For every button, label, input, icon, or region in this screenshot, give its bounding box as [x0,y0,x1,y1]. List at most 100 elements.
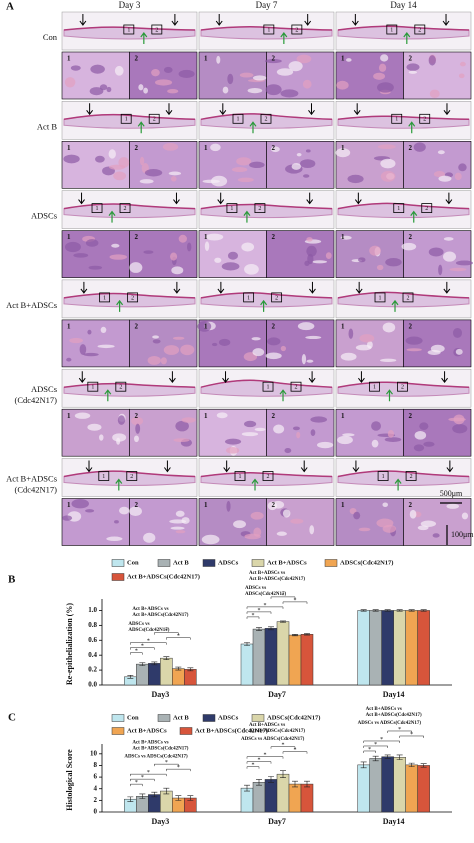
bar [393,757,406,813]
green-arrow [260,299,268,312]
error-bar [280,770,286,778]
error-bar [139,793,146,799]
box-label: 1 [125,117,128,123]
tissue-texture [284,448,292,454]
bar [264,628,278,686]
wound-arrow [354,192,362,205]
box-marker [405,471,417,481]
tissue-texture [226,500,231,512]
y-tick-label: 2 [94,796,98,804]
tissue-texture [270,146,280,153]
tissue-texture [336,80,349,90]
green-arrow [108,210,116,223]
green-arrow [243,210,251,223]
inset-image [61,230,130,278]
inset-image [335,51,404,100]
green-arrow [104,389,112,402]
tissue-texture [143,87,148,94]
tissue-texture [254,427,266,432]
box-label: 2 [124,206,127,212]
tissue-texture [454,172,462,181]
legend-swatch [111,573,125,581]
box-marker [120,113,132,124]
inset-label: 1 [204,323,208,331]
error-bar [292,780,298,788]
tissue-texture [337,435,353,445]
tissue-texture [181,417,196,423]
bar [288,783,302,813]
box-marker [414,24,426,35]
tissue-texture [252,75,267,81]
box-marker [91,203,103,214]
error-bar [151,791,158,798]
tissue-texture [87,423,102,431]
bar [252,782,266,813]
green-arrow [394,478,402,491]
tissue-texture [138,84,144,91]
box-marker [98,471,110,481]
error-bar [420,763,427,768]
tissue-texture [167,89,179,94]
tissue-texture [244,264,259,275]
tissue-texture [306,237,313,242]
inset-label: 1 [341,323,345,331]
tissue-texture [129,262,143,273]
bar [276,621,290,686]
error-bar [175,666,182,671]
tissue-texture [358,257,366,263]
bar [417,765,430,813]
y-tick-label: 0.8 [88,621,97,629]
tissue-texture [160,357,167,365]
epidermis [337,381,470,388]
tissue-texture [382,322,396,333]
tissue-texture [377,144,396,150]
tissue-texture [90,64,105,74]
tissue-texture [276,531,287,536]
tissue-texture [227,251,239,260]
tissue-texture [205,233,224,241]
tissue-texture [227,73,234,85]
bar [381,756,394,813]
comparison-note: ADSCs vs ADSCs(Cdc42N17) [358,721,422,726]
y-tick-label: 0.0 [88,681,97,689]
box-label: 1 [91,385,94,391]
wound-arrow [445,192,453,205]
tissue-texture [210,175,228,187]
green-arrow [391,299,399,312]
tissue-texture [272,500,285,509]
tissue-texture [455,260,474,266]
box-label: 2 [264,117,267,123]
tissue-texture [251,337,261,341]
y-tick-label: 0.6 [88,636,97,644]
tissue-texture [306,245,317,257]
wound-arrow [308,103,315,116]
tissue-texture [73,253,89,258]
bar [240,643,254,686]
error-bar [304,633,310,636]
tissue-texture [216,412,228,419]
tissue-texture [204,241,210,252]
box-label: 2 [295,385,298,391]
tissue-texture [371,439,379,448]
bar [264,779,278,813]
significance-bracket [130,778,155,782]
bar [357,764,370,813]
legend-label: Act B [173,714,189,721]
comparison-note: ADSCs vs ADSCs(Cdc42N17) [124,754,188,759]
tissue-texture [355,344,372,351]
error-bar [304,780,310,788]
comparison-note: Act B+ADSCs vs [366,707,402,712]
tissue-texture [382,502,389,507]
legend-swatch [202,559,216,567]
wound-arrow [300,460,308,473]
tissue-texture [264,59,282,64]
tissue-texture [88,265,103,270]
y-tick-label: 0.2 [88,666,97,674]
box-marker [151,24,163,35]
tissue-texture [446,503,459,509]
significance-bracket [130,773,167,777]
epidermis [200,292,333,299]
green-arrow [137,121,145,134]
inset-label: 2 [272,412,276,420]
wound-arrow [86,103,94,116]
